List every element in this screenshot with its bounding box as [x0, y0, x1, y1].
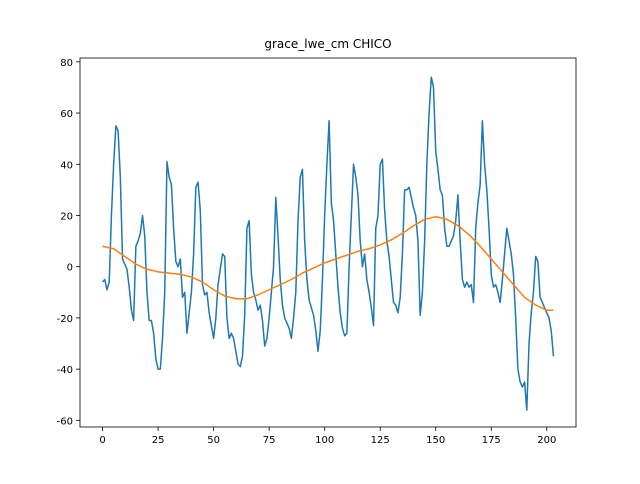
line-series	[101, 76, 555, 411]
chart-title: grace_lwe_cm CHICO	[264, 37, 391, 51]
x-tick-label: 125	[371, 435, 390, 446]
y-tick-label: 40	[60, 160, 73, 171]
x-tick-label: 0	[99, 435, 105, 446]
x-tick-label: 50	[207, 435, 220, 446]
x-tick-label: 200	[537, 435, 556, 446]
x-tick-label: 175	[482, 435, 501, 446]
y-tick-label: -20	[57, 314, 73, 325]
y-tick-label: -60	[57, 416, 73, 427]
line-series	[102, 216, 554, 311]
y-tick-label: 0	[67, 263, 73, 274]
y-tick-label: 80	[60, 58, 73, 69]
y-tick-label: 20	[60, 211, 73, 222]
x-tick-label: 25	[152, 435, 165, 446]
x-tick-label: 75	[263, 435, 276, 446]
y-tick-label: 60	[60, 109, 73, 120]
plot-frame	[79, 57, 577, 428]
x-tick-label: 100	[315, 435, 334, 446]
x-tick-label: 150	[426, 435, 445, 446]
y-tick-label: -40	[57, 365, 73, 376]
